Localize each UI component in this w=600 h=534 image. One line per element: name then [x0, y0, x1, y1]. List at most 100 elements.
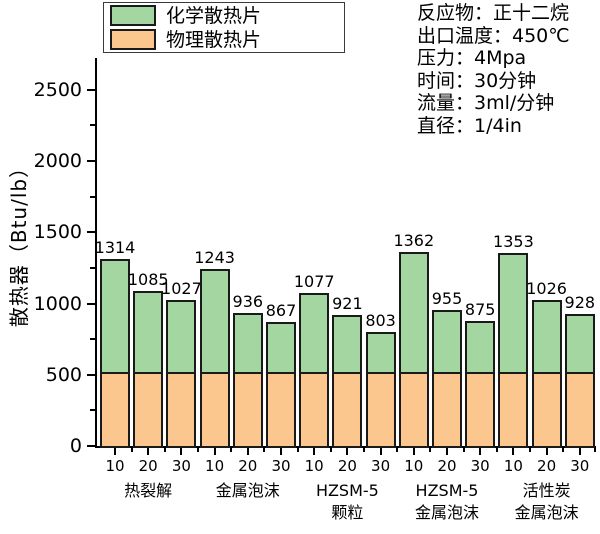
x-tick-label: 20	[437, 457, 457, 475]
bar-segment-physical	[100, 371, 130, 448]
x-major-tick	[280, 448, 282, 455]
x-tick-label: 30	[470, 457, 490, 475]
x-minor-tick	[363, 448, 365, 452]
x-group-label: 活性炭	[522, 481, 571, 500]
x-major-tick	[379, 448, 382, 455]
bar-value-label: 1085	[127, 270, 169, 290]
bar-segment-physical	[398, 371, 429, 448]
x-minor-tick	[329, 448, 332, 452]
x-minor-tick	[529, 448, 531, 452]
bar-value-label: 955	[431, 288, 463, 308]
x-major-tick	[147, 448, 150, 455]
y-major-tick	[87, 302, 95, 305]
condition-diameter: 直径：1/4in	[417, 114, 522, 137]
y-minor-tick	[90, 124, 95, 127]
x-major-tick	[412, 448, 415, 455]
y-tick-label: 1500	[33, 221, 82, 244]
x-minor-tick	[396, 448, 399, 452]
x-major-tick	[512, 448, 515, 455]
bar-segment-chemical	[100, 258, 130, 374]
x-major-tick	[446, 448, 448, 455]
bar-segment-chemical	[166, 299, 197, 374]
condition-reactant: 反应物：正十二烷	[417, 2, 570, 24]
y-tick-label: 2500	[33, 78, 82, 101]
y-minor-tick	[90, 338, 95, 341]
bar-segment-physical	[432, 371, 462, 448]
x-minor-tick	[429, 448, 432, 452]
bar-segment-physical	[232, 371, 263, 448]
condition-outlet-temperature: 出口温度：450℃	[417, 24, 570, 47]
x-group-label: 金属泡沫	[215, 481, 280, 500]
x-tick-label: 30	[570, 457, 590, 475]
x-tick-label: 10	[404, 457, 424, 475]
x-major-tick	[346, 448, 349, 455]
conditions-annotation: 反应物：正十二烷 出口温度：450℃ 压力：4Mpa 时间：30分钟 流量：3m…	[417, 2, 570, 137]
bar-value-label: 1243	[194, 247, 235, 267]
bar-segment-chemical	[531, 299, 562, 374]
bar-value-label: 875	[464, 300, 496, 320]
bar-value-label: 1314	[94, 237, 136, 257]
bar-value-label: 1027	[161, 278, 202, 298]
y-tick-label: 1000	[33, 292, 82, 315]
bar-segment-chemical	[465, 321, 496, 374]
x-minor-tick	[263, 448, 266, 452]
bar-value-label: 1362	[393, 230, 435, 250]
x-group-label: HZSM-5	[415, 481, 479, 500]
bar-segment-physical	[465, 371, 496, 448]
y-major-tick	[87, 88, 95, 91]
x-minor-tick	[462, 448, 465, 452]
y-minor-tick	[90, 409, 95, 412]
bar-segment-chemical	[564, 313, 595, 374]
x-tick-label: 20	[337, 457, 357, 475]
condition-pressure: 压力：4Mpa	[417, 47, 527, 69]
bar-segment-chemical	[365, 331, 396, 374]
x-group-label: 金属泡沫	[414, 503, 479, 522]
x-tick-label: 20	[138, 457, 158, 475]
y-axis-line	[95, 58, 97, 448]
bar-value-label: 928	[564, 292, 596, 312]
bar-segment-chemical	[266, 322, 296, 374]
bar-segment-physical	[299, 371, 330, 448]
bar-segment-chemical	[498, 253, 529, 374]
y-major-tick	[87, 373, 95, 376]
y-minor-tick	[90, 195, 95, 198]
x-tick-label: 30	[171, 457, 191, 475]
bar-value-label: 921	[332, 293, 363, 313]
bar-segment-chemical	[133, 291, 164, 374]
x-minor-tick	[197, 448, 199, 452]
y-minor-tick	[90, 266, 95, 269]
bar-segment-physical	[332, 371, 363, 448]
x-minor-tick	[130, 448, 133, 452]
y-major-tick	[87, 445, 95, 447]
x-minor-tick	[562, 448, 565, 452]
x-tick-label: 30	[371, 457, 391, 475]
bar-segment-physical	[498, 371, 529, 448]
y-major-tick	[87, 160, 95, 162]
bar-segment-physical	[199, 371, 230, 448]
bar-segment-chemical	[199, 268, 230, 374]
bar-segment-physical	[365, 371, 396, 448]
x-minor-tick	[163, 448, 166, 452]
bar-segment-physical	[564, 371, 595, 448]
legend-item-chemical: 化学散热片	[104, 4, 344, 27]
x-major-tick	[313, 448, 316, 455]
legend-label-chemical: 化学散热片	[166, 4, 262, 27]
x-major-tick	[246, 448, 249, 455]
y-major-tick	[87, 231, 95, 234]
y-tick-label: 0	[69, 435, 82, 457]
x-tick-label: 30	[271, 457, 291, 475]
bar-segment-chemical	[332, 314, 363, 374]
x-minor-tick	[594, 448, 596, 452]
bar-value-label: 1353	[493, 232, 534, 252]
x-major-tick	[114, 448, 116, 455]
x-group-label: 金属泡沫	[514, 503, 579, 522]
condition-time: 时间：30分钟	[417, 69, 537, 92]
bar-segment-physical	[531, 371, 562, 448]
bar-segment-chemical	[432, 309, 462, 374]
x-major-tick	[213, 448, 216, 455]
legend-swatch-physical-icon	[110, 29, 156, 50]
bar-segment-chemical	[398, 251, 429, 374]
x-major-tick	[180, 448, 183, 455]
